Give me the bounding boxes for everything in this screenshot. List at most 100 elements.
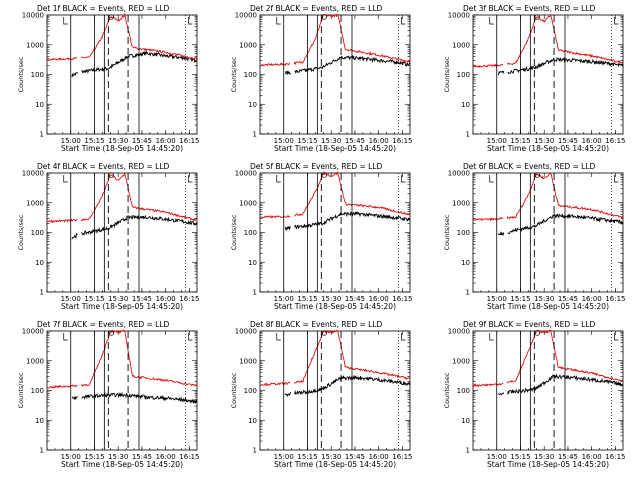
corner-glyph bbox=[489, 333, 494, 341]
y-tick-label: 10000 bbox=[22, 328, 44, 336]
plot-frame bbox=[259, 172, 411, 293]
y-tick-label: 1000 bbox=[26, 41, 44, 49]
x-tick-label: 16:15 bbox=[605, 137, 625, 145]
panel-title: Det 6f BLACK = Events, RED = LLD bbox=[463, 162, 596, 171]
x-axis-label: Start Time (18-Sep-05 14:45:20) bbox=[487, 460, 609, 469]
events-series-line-seg-1 bbox=[284, 70, 292, 75]
circle-glyph bbox=[108, 172, 114, 178]
plot-frame bbox=[259, 330, 411, 451]
corner-glyph bbox=[401, 333, 406, 341]
x-tick-label: 15:45 bbox=[132, 453, 152, 461]
x-tick-label: 15:00 bbox=[274, 453, 294, 461]
x-axis-label: Start Time (18-Sep-05 14:45:20) bbox=[487, 144, 609, 153]
panel-title: Det 9f BLACK = Events, RED = LLD bbox=[463, 320, 596, 329]
x-tick-label: 15:30 bbox=[108, 295, 128, 303]
x-tick-label: 15:45 bbox=[132, 295, 152, 303]
x-tick-label: 16:00 bbox=[156, 137, 176, 145]
x-axis-label: Start Time (18-Sep-05 14:45:20) bbox=[274, 302, 396, 311]
y-tick-label: 1 bbox=[253, 289, 257, 297]
x-tick-label: 15:45 bbox=[558, 295, 578, 303]
x-tick-label: 15:30 bbox=[108, 137, 128, 145]
y-tick-label: 10 bbox=[248, 259, 257, 267]
y-tick-label: 10 bbox=[248, 101, 257, 109]
y-tick-label: 1000 bbox=[26, 357, 44, 365]
y-tick-label: 100 bbox=[244, 71, 257, 79]
x-axis-label: Start Time (18-Sep-05 14:45:20) bbox=[274, 144, 396, 153]
x-tick-label: 15:45 bbox=[345, 453, 365, 461]
x-tick-label: 15:15 bbox=[84, 137, 104, 145]
y-tick-label: 10 bbox=[461, 417, 470, 425]
panel-title: Det 5f BLACK = Events, RED = LLD bbox=[250, 162, 383, 171]
x-tick-label: 15:45 bbox=[132, 137, 152, 145]
x-tick-label: 15:15 bbox=[84, 295, 104, 303]
corner-glyph bbox=[614, 333, 619, 341]
x-tick-label: 15:30 bbox=[534, 295, 554, 303]
x-tick-label: 15:30 bbox=[321, 295, 341, 303]
y-axis-label: Counts/sec bbox=[230, 56, 238, 92]
y-tick-label: 1000 bbox=[452, 357, 470, 365]
corner-glyph bbox=[188, 175, 193, 183]
y-axis-label: Counts/sec bbox=[443, 214, 451, 250]
x-tick-label: 15:15 bbox=[510, 295, 530, 303]
corner-glyph bbox=[614, 175, 619, 183]
x-tick-label: 15:15 bbox=[84, 453, 104, 461]
x-tick-label: 15:45 bbox=[558, 137, 578, 145]
y-tick-label: 10000 bbox=[448, 170, 470, 178]
x-tick-label: 16:15 bbox=[605, 295, 625, 303]
y-tick-label: 1 bbox=[253, 131, 257, 139]
y-tick-label: 10 bbox=[248, 417, 257, 425]
panel-title: Det 4f BLACK = Events, RED = LLD bbox=[37, 162, 170, 171]
corner-glyph bbox=[489, 17, 494, 25]
y-tick-label: 10000 bbox=[448, 12, 470, 20]
circle-glyph bbox=[108, 330, 114, 336]
x-axis-label: Start Time (18-Sep-05 14:45:20) bbox=[274, 460, 396, 469]
x-tick-label: 15:30 bbox=[321, 137, 341, 145]
x-tick-label: 15:00 bbox=[61, 137, 81, 145]
corner-glyph bbox=[188, 17, 193, 25]
x-tick-label: 16:15 bbox=[179, 137, 199, 145]
y-tick-label: 1000 bbox=[239, 357, 257, 365]
y-tick-label: 1000 bbox=[452, 41, 470, 49]
events-series-line-seg-1 bbox=[497, 231, 505, 237]
x-axis-label: Start Time (18-Sep-05 14:45:20) bbox=[487, 302, 609, 311]
x-tick-label: 15:15 bbox=[510, 137, 530, 145]
lld-series-line-seg-1 bbox=[46, 56, 78, 62]
y-tick-label: 1 bbox=[466, 131, 470, 139]
plot-frame bbox=[472, 172, 624, 293]
y-tick-label: 10000 bbox=[235, 328, 257, 336]
corner-glyph bbox=[276, 17, 281, 25]
x-tick-label: 16:00 bbox=[156, 453, 176, 461]
x-axis-label: Start Time (18-Sep-05 14:45:20) bbox=[61, 460, 183, 469]
y-axis-label: Counts/sec bbox=[230, 372, 238, 408]
x-tick-label: 15:15 bbox=[297, 295, 317, 303]
events-series-line-seg-1 bbox=[284, 392, 292, 398]
y-tick-label: 1 bbox=[40, 289, 44, 297]
y-tick-label: 1 bbox=[40, 131, 44, 139]
corner-glyph bbox=[188, 333, 193, 341]
events-series-line-seg-1 bbox=[497, 392, 505, 396]
y-tick-label: 10 bbox=[461, 259, 470, 267]
x-tick-label: 16:00 bbox=[369, 137, 389, 145]
plot-frame bbox=[46, 172, 198, 293]
y-tick-label: 1 bbox=[466, 289, 470, 297]
plot-frame bbox=[472, 330, 624, 451]
corner-glyph bbox=[401, 17, 406, 25]
y-tick-label: 10 bbox=[35, 101, 44, 109]
y-tick-label: 100 bbox=[244, 387, 257, 395]
y-axis-label: Counts/sec bbox=[17, 372, 25, 408]
y-axis-label: Counts/sec bbox=[17, 56, 25, 92]
y-tick-label: 10000 bbox=[22, 170, 44, 178]
corner-glyph bbox=[614, 17, 619, 25]
x-tick-label: 15:30 bbox=[534, 453, 554, 461]
corner-glyph bbox=[63, 333, 68, 341]
x-tick-label: 15:00 bbox=[274, 137, 294, 145]
circle-glyph bbox=[321, 172, 327, 178]
y-tick-label: 1 bbox=[40, 447, 44, 455]
y-axis-label: Counts/sec bbox=[230, 214, 238, 250]
x-tick-label: 15:15 bbox=[297, 453, 317, 461]
circle-glyph bbox=[534, 14, 540, 20]
panel-title: Det 1f BLACK = Events, RED = LLD bbox=[37, 4, 170, 13]
